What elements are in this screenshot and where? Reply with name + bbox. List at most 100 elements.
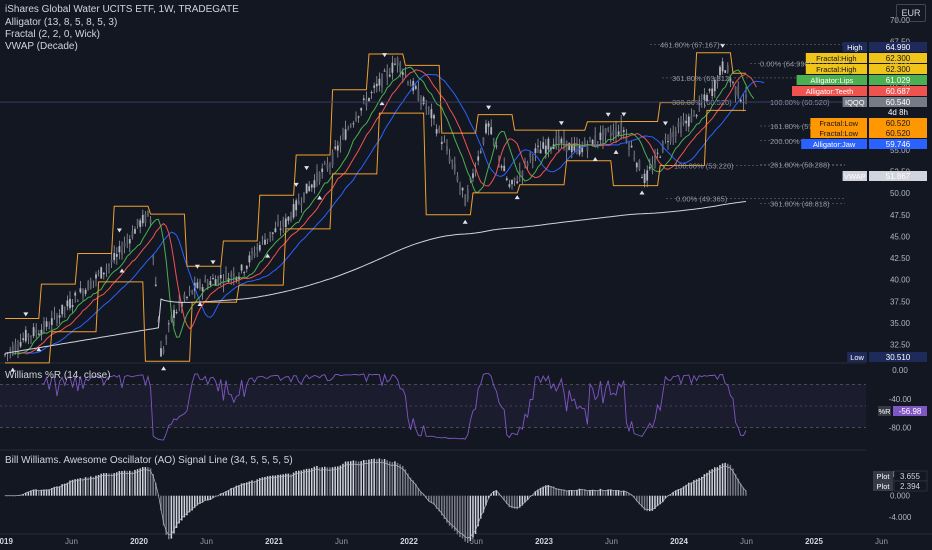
price-label-name: Low [850,353,864,362]
candle-body [352,123,355,125]
ao-bar [568,490,570,496]
candle-body [326,163,329,169]
ao-bar [519,495,521,508]
time-tick: Jun [65,537,78,546]
indicator-alligator[interactable]: Alligator (13, 8, 5, 8, 5, 3) [5,17,118,28]
candle-body [9,349,12,352]
indicator-vwap[interactable]: VWAP (Decade) [5,41,78,52]
ao-bar [300,470,303,496]
candle-body [248,255,251,263]
price-label-name-bg [810,118,867,128]
williams-pane-title[interactable]: Williams %R (14, close) [5,370,111,381]
candle-body [245,265,248,269]
candle-body [27,334,30,338]
candle-body [212,277,214,280]
currency-button[interactable]: EUR [896,4,926,22]
ao-pane-title[interactable]: Bill Williams. Awesome Oscillator (AO) S… [5,455,293,466]
candle-body [368,97,370,102]
ao-bar [430,495,433,504]
ao-bar [209,495,212,500]
indicator-fractal[interactable]: Fractal (2, 2, 0, Wick) [5,29,101,40]
ao-bar [248,481,251,496]
ao-bar [113,473,115,496]
candle-body [539,149,542,154]
ao-bar [461,495,464,539]
price-label-name-bg [792,86,867,96]
ao-bar [745,490,747,496]
candle-body [45,321,48,327]
ao-bar [719,465,721,496]
ao-bar [142,467,144,496]
ao-bar [269,475,271,496]
candle-body [217,276,220,284]
ao-bar [734,474,737,496]
candle-body [534,148,537,153]
candle-body [24,329,27,342]
ao-bar [698,477,700,496]
time-tick: Jun [740,537,753,546]
ao-bar [292,472,295,496]
ao-bar [152,474,154,496]
ao-bar [433,495,435,505]
ao-bar [550,485,552,496]
candle-body [123,242,126,247]
price-label-value-bg [869,75,927,85]
candle-body [687,116,690,127]
candle-body [69,298,71,309]
ao-bar [693,480,695,496]
candle-body [745,94,747,99]
ao-bar [669,494,672,496]
candle-body [596,141,599,143]
candle-body [277,222,279,225]
ao-bar [654,495,656,509]
ao-bar [602,489,604,496]
ao-bar [207,495,209,501]
ao-bar [147,467,149,496]
fractal-down-marker [592,156,598,161]
candle-body [160,348,162,357]
candle-body [290,216,292,221]
ao-bar [90,476,92,496]
ao-bar [95,475,97,496]
candle-body [121,249,123,255]
ao-bar [105,473,108,496]
ao-label-name: Plot [877,472,891,481]
ao-bar [318,467,321,496]
candle-body [19,342,22,347]
candle-body [630,145,633,148]
fractal-down-marker [317,195,323,200]
ao-bar [703,474,706,496]
candle-body [204,279,207,283]
price-label-value: 61.029 [886,76,911,85]
price-label-value: 30.510 [886,353,911,362]
price-label-value-bg [869,118,927,128]
ao-bar [116,472,118,496]
candle-body [35,329,38,333]
fib-label: 0.00% (64.990) [760,59,812,68]
candle-body [620,123,623,134]
candle-body [651,164,654,171]
candle-body [4,354,6,356]
ao-bar [298,470,300,496]
price-label-value: 51.867 [886,172,911,181]
price-label-name-bg [801,139,867,149]
candle-body [721,61,724,72]
candle-body [170,315,173,321]
ao-bar [357,461,360,496]
fib-label: 300.00% (60.520) [672,98,732,107]
candle-body [92,280,95,282]
ao-bar [162,495,165,526]
fractal-down-marker [10,367,16,372]
ao-bar [578,488,581,496]
price-label-name-bg [805,53,867,63]
ao-bar [604,490,607,496]
candle-body [414,85,417,89]
ao-bar [225,491,227,496]
candle-body [321,168,324,173]
ao-bar [625,491,628,496]
price-label-value-bg [869,171,927,181]
candle-body [703,94,706,100]
candle-body [568,143,571,151]
ao-bar [144,467,147,496]
ao-bar [87,477,89,496]
